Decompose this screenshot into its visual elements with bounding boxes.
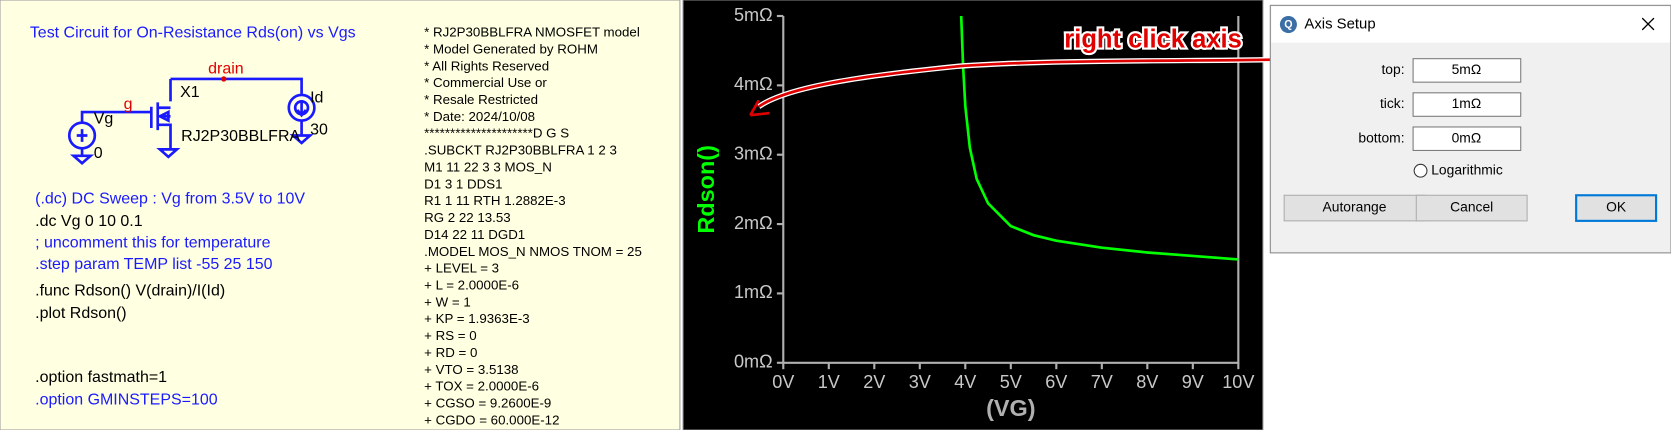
x-tick-label: 9V <box>1182 372 1204 392</box>
button[interactable] <box>1415 194 1528 222</box>
netlist-line: .SUBCKT RJ2P30BBLFRA 1 2 3 <box>424 143 617 158</box>
y-tick-label: 5mΩ <box>734 5 773 25</box>
directive: (.dc) DC Sweep : Vg from 3.5V to 10V <box>35 191 305 208</box>
directives: (.dc) DC Sweep : Vg from 3.5V to 10V .dc … <box>35 191 305 409</box>
netlist-line: * Resale Restricted <box>424 92 538 107</box>
x-tick-label: 1V <box>818 372 840 392</box>
source-value: 0 <box>94 145 103 162</box>
x-tick-label: 6V <box>1045 372 1067 392</box>
netlist-line: * Commercial Use or <box>424 75 547 90</box>
schematic-drawing <box>67 76 316 166</box>
directive: .step param TEMP list -55 25 150 <box>35 256 272 273</box>
app-icon <box>1279 16 1297 34</box>
directive: .option GMINSTEPS=100 <box>35 391 218 408</box>
x-tick-label: 5V <box>1000 372 1022 392</box>
button-label[interactable]: Cancel <box>1450 199 1493 215</box>
y-tick-label: 4mΩ <box>734 74 773 94</box>
x-tick-label: 3V <box>909 372 931 392</box>
plot-pane <box>682 0 1264 430</box>
button[interactable] <box>1283 194 1426 222</box>
netlist-line: + LEVEL = 3 <box>424 261 499 276</box>
checkbox-label[interactable]: Logarithmic <box>1431 161 1503 177</box>
y-tick-label: 2mΩ <box>734 213 773 233</box>
x-tick-label: 7V <box>1091 372 1113 392</box>
y-tick-label: 0mΩ <box>734 352 773 372</box>
netlist-line: + TOX = 2.0000E-6 <box>424 379 539 394</box>
source-label: Vg <box>94 111 114 128</box>
button-label[interactable]: OK <box>1606 199 1627 215</box>
x-tick-label: 0V <box>772 372 794 392</box>
field-value[interactable]: 0mΩ <box>1452 129 1482 145</box>
field-label: bottom: <box>1358 129 1404 145</box>
annotation: right click axis <box>1064 25 1242 53</box>
netlist-line: D1 3 1 DDS1 <box>424 176 502 191</box>
fields: top: 5mΩ tick: 1mΩ bottom: 0mΩ <box>1358 58 1522 151</box>
text-input[interactable] <box>1412 126 1522 151</box>
netlist-line: R1 1 11 RTH 1.2882E-3 <box>424 193 566 208</box>
load-value: 30 <box>310 121 328 138</box>
annotation-arrow <box>757 57 1313 108</box>
net-label: drain <box>208 61 244 78</box>
netlist-line: + KP = 1.9363E-3 <box>424 311 530 326</box>
button[interactable] <box>1575 194 1658 222</box>
dialog-titlebar <box>1271 6 1670 43</box>
series-line <box>959 15 1239 261</box>
netlist-line: + W = 1 <box>424 294 471 309</box>
netlist-line: .MODEL MOS_N NMOS TNOM = 25 <box>424 244 642 259</box>
netlist-line: * Model Generated by ROHM <box>424 41 598 56</box>
netlist-line: + RD = 0 <box>424 345 477 360</box>
schematic-pane <box>0 0 681 430</box>
netlist-line: M1 11 22 3 3 MOS_N <box>424 159 552 174</box>
net-label: g <box>124 96 133 113</box>
x-axis-label: (VG) <box>986 395 1035 421</box>
x-tick-label: 2V <box>863 372 885 392</box>
x-tick-label: 4V <box>954 372 976 392</box>
netlist-line: + L = 2.0000E-6 <box>424 277 519 292</box>
y-tick-label: 3mΩ <box>734 143 773 163</box>
y-tick-label: 1mΩ <box>734 282 773 302</box>
netlist-line: * Date: 2024/10/08 <box>424 109 535 124</box>
netlist-line: * RJ2P30BBLFRA NMOSFET model <box>424 25 640 40</box>
netlist-line: + CGSO = 9.2600E-9 <box>424 395 551 410</box>
chart: 0mΩ 1mΩ 2mΩ 3mΩ 4mΩ 5mΩ 0V 1V 2V 3V 4V 5V 6V 7V 8V 9V 10… <box>693 5 1255 421</box>
app-icon-glyph: Q <box>1284 18 1292 30</box>
load-label: Id <box>310 89 323 106</box>
netlist-line: * All Rights Reserved <box>424 58 549 73</box>
axis-setup-dialog: Q Axis Setup top: 5mΩ tick: 1mΩ bottom: 0mΩ L… <box>1269 4 1671 254</box>
netlist-line: D14 22 11 DGD1 <box>424 227 525 242</box>
directive: .option fastmath=1 <box>35 369 167 386</box>
ref-label: X1 <box>180 84 200 101</box>
text-input[interactable] <box>1412 92 1522 117</box>
field-label: top: <box>1381 61 1404 77</box>
netlist: * RJ2P30BBLFRA NMOSFET model* Model Gene… <box>424 25 642 428</box>
field-value[interactable]: 1mΩ <box>1452 95 1482 111</box>
field-value[interactable]: 5mΩ <box>1452 61 1482 77</box>
directive: .dc Vg 0 10 0.1 <box>35 213 143 230</box>
buttons: Autorange Cancel OK <box>1283 194 1658 222</box>
directive: ; uncomment this for temperature <box>35 234 270 251</box>
netlist-line: + VTO = 3.5138 <box>424 362 518 377</box>
netlist-line: + CGDO = 60.000E-12 <box>424 412 559 427</box>
button-label[interactable]: Autorange <box>1323 199 1387 215</box>
checkbox[interactable] <box>1413 163 1428 178</box>
netlist-line: RG 2 22 13.53 <box>424 210 511 225</box>
part-label: RJ2P30BBLFRA <box>181 128 300 145</box>
y-axis-label: Rdson() <box>693 145 719 234</box>
close-button[interactable] <box>1641 17 1655 31</box>
dialog-title: Axis Setup <box>1304 15 1375 32</box>
x-tick-label: 8V <box>1136 372 1158 392</box>
netlist-line: *********************D G S <box>424 126 569 141</box>
schematic-title: Test Circuit for On-Resistance Rds(on) v… <box>30 24 356 41</box>
annotation-arrowhead <box>749 99 770 117</box>
directive: .func Rdson() V(drain)/I(Id) <box>35 283 225 300</box>
x-tick-label: 10V <box>1222 372 1254 392</box>
text-input[interactable] <box>1412 58 1522 83</box>
netlist-line: + RS = 0 <box>424 328 477 343</box>
directive: .plot Rdson() <box>35 305 126 322</box>
field-label: tick: <box>1380 95 1405 111</box>
